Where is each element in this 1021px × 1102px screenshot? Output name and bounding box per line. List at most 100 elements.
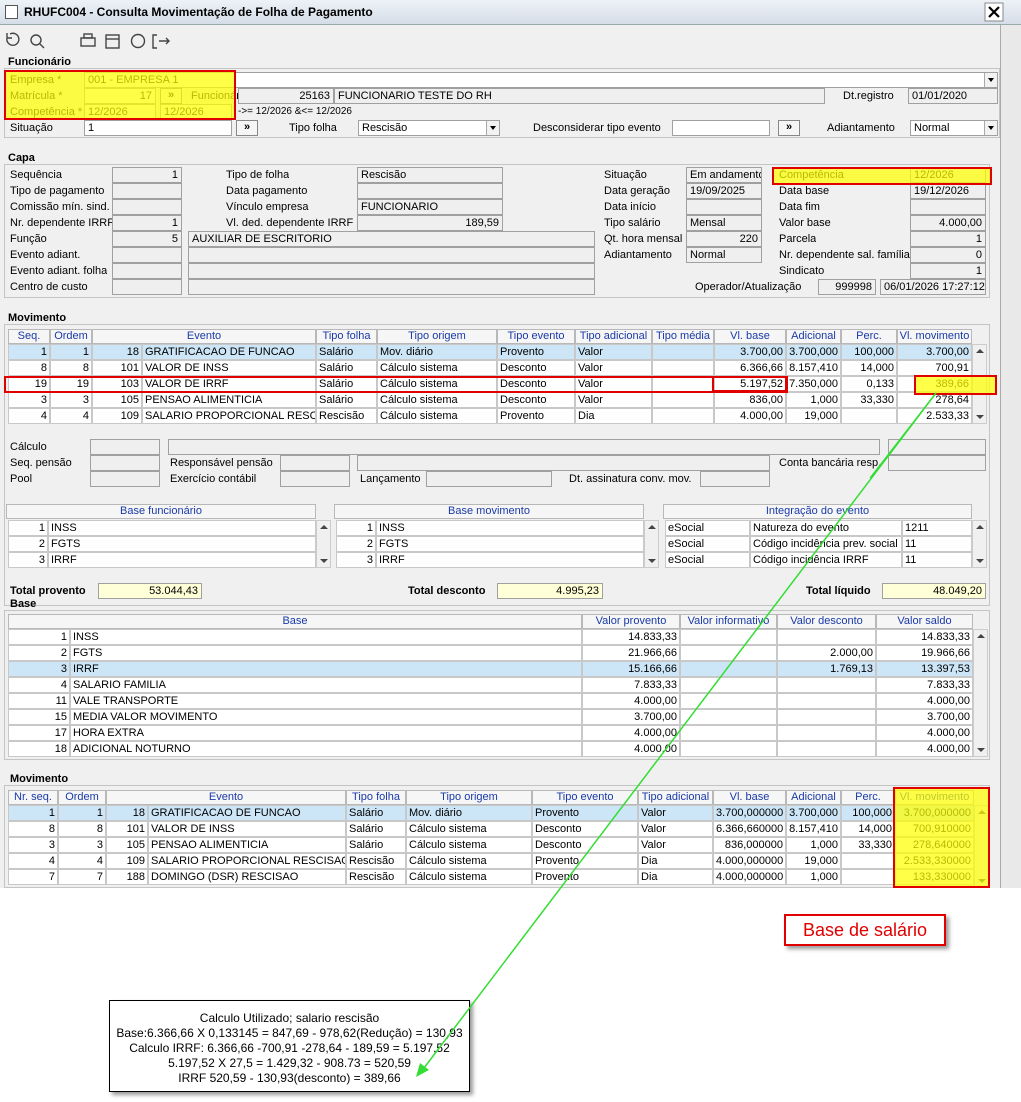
table-cell[interactable]: IRRF — [376, 552, 644, 568]
table-cell[interactable]: FGTS — [48, 536, 316, 552]
table-cell[interactable]: INSS — [70, 629, 582, 645]
table-cell[interactable] — [680, 741, 777, 757]
search-button[interactable]: » — [778, 120, 800, 136]
table-cell[interactable]: VALOR DE INSS — [148, 821, 346, 837]
table-cell[interactable]: Código incidência IRRF — [750, 552, 902, 568]
table-cell[interactable]: SALARIO PROPORCIONAL RESCISA — [142, 408, 316, 424]
table-cell[interactable]: 11 — [8, 693, 70, 709]
table-cell[interactable]: Cálculo sistema — [406, 821, 532, 837]
table-cell[interactable]: IRRF — [48, 552, 316, 568]
table-cell[interactable]: Salário — [346, 821, 406, 837]
table-cell[interactable]: Valor — [638, 837, 713, 853]
column-header[interactable]: Tipo adicional — [638, 790, 713, 805]
table-cell[interactable]: 15 — [8, 709, 70, 725]
table-cell[interactable]: 8 — [8, 360, 50, 376]
table-cell[interactable]: 4 — [8, 408, 50, 424]
table-cell[interactable]: 3 — [50, 392, 92, 408]
table-cell[interactable]: Desconto — [497, 360, 575, 376]
column-header[interactable]: Tipo evento — [497, 329, 575, 344]
table-cell[interactable]: Salário — [316, 344, 377, 360]
column-header[interactable]: Perc. — [841, 329, 897, 344]
table-cell[interactable] — [777, 709, 876, 725]
table-cell[interactable]: 11 — [902, 536, 972, 552]
column-header[interactable]: Tipo folha — [316, 329, 377, 344]
table-cell[interactable]: 4.000,00 — [876, 741, 973, 757]
column-header[interactable]: Valor provento — [582, 614, 680, 629]
table-cell[interactable] — [680, 629, 777, 645]
column-header[interactable]: Valor desconto — [777, 614, 876, 629]
table-cell[interactable]: 4 — [50, 408, 92, 424]
table-cell[interactable]: 100,000 — [841, 344, 897, 360]
column-header[interactable]: Adicional — [786, 790, 841, 805]
table-cell[interactable]: VALOR DE INSS — [142, 360, 316, 376]
table-cell[interactable]: Cálculo sistema — [406, 837, 532, 853]
scrollbar[interactable] — [316, 520, 331, 568]
input-field[interactable] — [672, 120, 770, 136]
table-cell[interactable]: DOMINGO (DSR) RESCISAO — [148, 869, 346, 885]
table-cell[interactable]: 2.000,00 — [777, 645, 876, 661]
input-field[interactable]: Normal — [910, 120, 998, 136]
table-cell[interactable]: Dia — [575, 408, 652, 424]
table-cell[interactable]: Cálculo sistema — [377, 408, 497, 424]
table-cell[interactable]: 101 — [106, 821, 148, 837]
table-cell[interactable]: FGTS — [376, 536, 644, 552]
table-cell[interactable]: Desconto — [532, 821, 638, 837]
table-cell[interactable]: GRATIFICACAO DE FUNCAO — [142, 344, 316, 360]
table-cell[interactable]: Valor — [575, 344, 652, 360]
table-cell[interactable]: Dia — [638, 869, 713, 885]
scrollbar[interactable] — [973, 629, 988, 757]
table-cell[interactable]: 4.000,00 — [714, 408, 786, 424]
table-cell[interactable]: 3 — [8, 552, 48, 568]
table-cell[interactable]: 836,00 — [714, 392, 786, 408]
table-cell[interactable]: 14,000 — [841, 821, 895, 837]
table-cell[interactable]: IRRF — [70, 661, 582, 677]
table-cell[interactable]: SALARIO PROPORCIONAL RESCISAO — [148, 853, 346, 869]
table-cell[interactable]: PENSAO ALIMENTICIA — [142, 392, 316, 408]
column-header[interactable]: Tipo evento — [532, 790, 638, 805]
table-cell[interactable]: 3 — [58, 837, 106, 853]
dropdown-button[interactable] — [486, 121, 499, 135]
table-cell[interactable]: eSocial — [665, 520, 750, 536]
table-cell[interactable]: Cálculo sistema — [377, 392, 497, 408]
column-header[interactable]: Ordem — [58, 790, 106, 805]
table-cell[interactable]: PENSAO ALIMENTICIA — [148, 837, 346, 853]
table-cell[interactable]: 188 — [106, 869, 148, 885]
table-cell[interactable]: 18 — [8, 741, 70, 757]
column-header[interactable]: Tipo folha — [346, 790, 406, 805]
table-cell[interactable]: 7.350,000 — [786, 376, 841, 392]
table-cell[interactable]: Provento — [532, 805, 638, 821]
table-cell[interactable]: 7.833,33 — [582, 677, 680, 693]
table-cell[interactable]: 3 — [8, 661, 70, 677]
table-cell[interactable]: 7 — [8, 869, 58, 885]
table-cell[interactable]: 14.833,33 — [582, 629, 680, 645]
column-header[interactable]: Tipo média — [652, 329, 714, 344]
table-cell[interactable]: INSS — [376, 520, 644, 536]
dropdown-button[interactable] — [984, 73, 997, 87]
table-cell[interactable]: 3.700,000000 — [713, 805, 786, 821]
table-cell[interactable]: Provento — [497, 408, 575, 424]
table-cell[interactable]: 6.366,660000 — [713, 821, 786, 837]
table-cell[interactable]: 8 — [50, 360, 92, 376]
table-cell[interactable]: 2.533,33 — [897, 408, 972, 424]
column-header[interactable]: Adicional — [786, 329, 841, 344]
table-cell[interactable]: Mov. diário — [406, 805, 532, 821]
table-cell[interactable]: 4 — [58, 853, 106, 869]
table-cell[interactable]: 21.966,66 — [582, 645, 680, 661]
table-cell[interactable]: 3 — [8, 837, 58, 853]
table-cell[interactable]: 8.157,410 — [786, 821, 841, 837]
table-cell[interactable]: GRATIFICACAO DE FUNCAO — [148, 805, 346, 821]
table-cell[interactable]: 4.000,000000 — [713, 853, 786, 869]
table-cell[interactable]: Rescisão — [316, 408, 377, 424]
table-cell[interactable]: 101 — [92, 360, 142, 376]
table-cell[interactable]: 4 — [8, 677, 70, 693]
column-header[interactable]: Vl. base — [713, 790, 786, 805]
table-cell[interactable] — [841, 408, 897, 424]
table-cell[interactable] — [680, 725, 777, 741]
table-cell[interactable] — [652, 360, 714, 376]
table-cell[interactable]: Rescisão — [346, 853, 406, 869]
column-header[interactable]: Evento — [106, 790, 346, 805]
table-cell[interactable]: 7.833,33 — [876, 677, 973, 693]
table-cell[interactable]: 4.000,00 — [876, 725, 973, 741]
table-cell[interactable]: 8.157,410 — [786, 360, 841, 376]
table-cell[interactable]: 836,000000 — [713, 837, 786, 853]
